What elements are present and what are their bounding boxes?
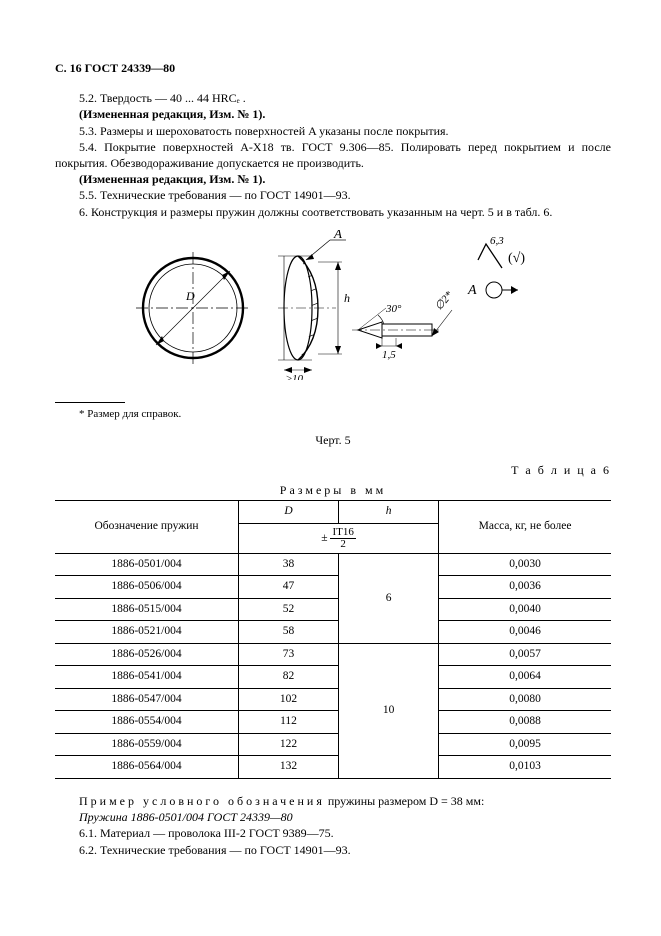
col-design: Обозначение пружин bbox=[55, 501, 238, 554]
table-cell: 1886-0501/004 bbox=[55, 553, 238, 576]
para-change-2: (Измененная редакция, Изм. № 1). bbox=[55, 171, 611, 187]
para-5-2: 5.2. Твердость — 40 ... 44 HRCₑ . bbox=[55, 90, 611, 106]
para-5-4: 5.4. Покрытие поверхностей А-Х18 тв. ГОС… bbox=[55, 139, 611, 171]
table-row: 1886-0506/00447 0,0036 bbox=[55, 576, 611, 599]
example-block: Пример условного обозначения пружины раз… bbox=[55, 793, 611, 858]
table-row: 1886-0559/004122 0,0095 bbox=[55, 733, 611, 756]
table-row: 1886-0521/00458 0,0046 bbox=[55, 621, 611, 644]
label-AO: A bbox=[467, 283, 477, 298]
table-cell: 0,0103 bbox=[439, 756, 611, 779]
figure-5: D A bbox=[55, 230, 611, 384]
label-ge10: ≥10 bbox=[286, 373, 304, 380]
table-cell: 0,0080 bbox=[439, 688, 611, 711]
para-6-1: 6.1. Материал — проволока III-2 ГОСТ 938… bbox=[55, 825, 611, 841]
side-view: A h ≥10 bbox=[278, 230, 350, 380]
para-5-3: 5.3. Размеры и шероховатость поверхносте… bbox=[55, 123, 611, 139]
table-cell: 1886-0559/004 bbox=[55, 733, 238, 756]
col-mass: Масса, кг, не более bbox=[439, 501, 611, 554]
example-lead: Пример условного обозначения bbox=[79, 794, 325, 808]
figure-5-svg: D A bbox=[118, 230, 548, 380]
table-cell: 112 bbox=[238, 711, 338, 734]
figure-label: Черт. 5 bbox=[55, 432, 611, 448]
footnote-rule bbox=[55, 402, 125, 403]
table-cell: 0,0036 bbox=[439, 576, 611, 599]
para-change-2-strong: (Измененная редакция, Изм. № 1). bbox=[79, 172, 265, 186]
table-row: 1886-0515/00452 0,0040 bbox=[55, 598, 611, 621]
table-cell: 58 bbox=[238, 621, 338, 644]
table-cell: 1886-0554/004 bbox=[55, 711, 238, 734]
table-cell: 132 bbox=[238, 756, 338, 779]
tbody-group-a: 1886-0501/0043860,00301886-0506/004470,0… bbox=[55, 553, 611, 643]
label-check: (√) bbox=[508, 251, 525, 266]
tol-den: 2 bbox=[330, 539, 355, 550]
label-D: D bbox=[185, 289, 195, 303]
table-label: Т а б л и ц а 6 bbox=[55, 462, 611, 478]
table-row: 1886-0547/004102 0,0080 bbox=[55, 688, 611, 711]
table-cell: 1886-0526/004 bbox=[55, 643, 238, 666]
table-cell: 0,0057 bbox=[439, 643, 611, 666]
example-tail: пружины размером D = 38 мм: bbox=[325, 794, 484, 808]
table-cell: 0,0088 bbox=[439, 711, 611, 734]
table-row: 1886-0501/0043860,0030 bbox=[55, 553, 611, 576]
table-cell: 0,0064 bbox=[439, 666, 611, 689]
table-6: Обозначение пружин D h Масса, кг, не бол… bbox=[55, 500, 611, 779]
tol-prefix: ± bbox=[321, 532, 327, 544]
table-cell: 1886-0506/004 bbox=[55, 576, 238, 599]
table-cell: 0,0030 bbox=[439, 553, 611, 576]
table-cell: 122 bbox=[238, 733, 338, 756]
col-D: D bbox=[238, 501, 338, 524]
table-row: 1886-0541/00482 0,0064 bbox=[55, 666, 611, 689]
table-cell: 1886-0515/004 bbox=[55, 598, 238, 621]
page-header: С. 16 ГОСТ 24339—80 bbox=[55, 60, 611, 76]
table-cell: 1886-0521/004 bbox=[55, 621, 238, 644]
pin-detail: 30° 1,5 ∅2* bbox=[352, 289, 456, 361]
table-cell: 1886-0541/004 bbox=[55, 666, 238, 689]
table-cell: 47 bbox=[238, 576, 338, 599]
table-row: 1886-0564/004132 0,0103 bbox=[55, 756, 611, 779]
col-h: h bbox=[339, 501, 439, 524]
body-text: 5.2. Твердость — 40 ... 44 HRCₑ . (Измен… bbox=[55, 90, 611, 220]
example-line-2: Пружина 1886-0501/004 ГОСТ 24339—80 bbox=[55, 809, 611, 825]
table-caption: Размеры в мм bbox=[55, 482, 611, 498]
table-cell: 6 bbox=[339, 553, 439, 643]
tol-num: IT16 bbox=[330, 527, 355, 539]
table-row: 1886-0526/00473100,0057 bbox=[55, 643, 611, 666]
table-cell: 10 bbox=[339, 643, 439, 778]
para-change-1: (Измененная редакция, Изм. № 1). bbox=[55, 106, 611, 122]
roughness-symbol: 6,3 (√) bbox=[478, 235, 525, 268]
tbody-group-b: 1886-0526/00473100,00571886-0541/004820,… bbox=[55, 643, 611, 778]
para-5-5: 5.5. Технические требования — по ГОСТ 14… bbox=[55, 187, 611, 203]
footnote: * Размер для справок. bbox=[55, 407, 611, 422]
tol-fraction: IT16 2 bbox=[330, 527, 355, 550]
front-circle: D bbox=[136, 252, 250, 364]
label-phi2: ∅2* bbox=[433, 289, 456, 313]
table-cell: 38 bbox=[238, 553, 338, 576]
label-h: h bbox=[344, 291, 350, 305]
table-cell: 0,0095 bbox=[439, 733, 611, 756]
example-line-1: Пример условного обозначения пружины раз… bbox=[55, 793, 611, 809]
table-cell: 0,0046 bbox=[439, 621, 611, 644]
label-angle: 30° bbox=[385, 303, 402, 315]
para-6: 6. Конструкция и размеры пружин должны с… bbox=[55, 204, 611, 220]
table-cell: 0,0040 bbox=[439, 598, 611, 621]
table-row: 1886-0554/004112 0,0088 bbox=[55, 711, 611, 734]
table-cell: 102 bbox=[238, 688, 338, 711]
para-change-1-strong: (Измененная редакция, Изм. № 1). bbox=[79, 107, 265, 121]
para-6-2: 6.2. Технические требования — по ГОСТ 14… bbox=[55, 842, 611, 858]
table-cell: 73 bbox=[238, 643, 338, 666]
col-tolerance: ± IT16 2 bbox=[238, 523, 438, 553]
table-cell: 52 bbox=[238, 598, 338, 621]
label-A: A bbox=[333, 230, 342, 241]
table-cell: 82 bbox=[238, 666, 338, 689]
table-cell: 1886-0564/004 bbox=[55, 756, 238, 779]
section-a-symbol: A bbox=[467, 282, 518, 298]
label-1-5: 1,5 bbox=[382, 349, 396, 361]
table-cell: 1886-0547/004 bbox=[55, 688, 238, 711]
label-roughness: 6,3 bbox=[490, 235, 504, 247]
